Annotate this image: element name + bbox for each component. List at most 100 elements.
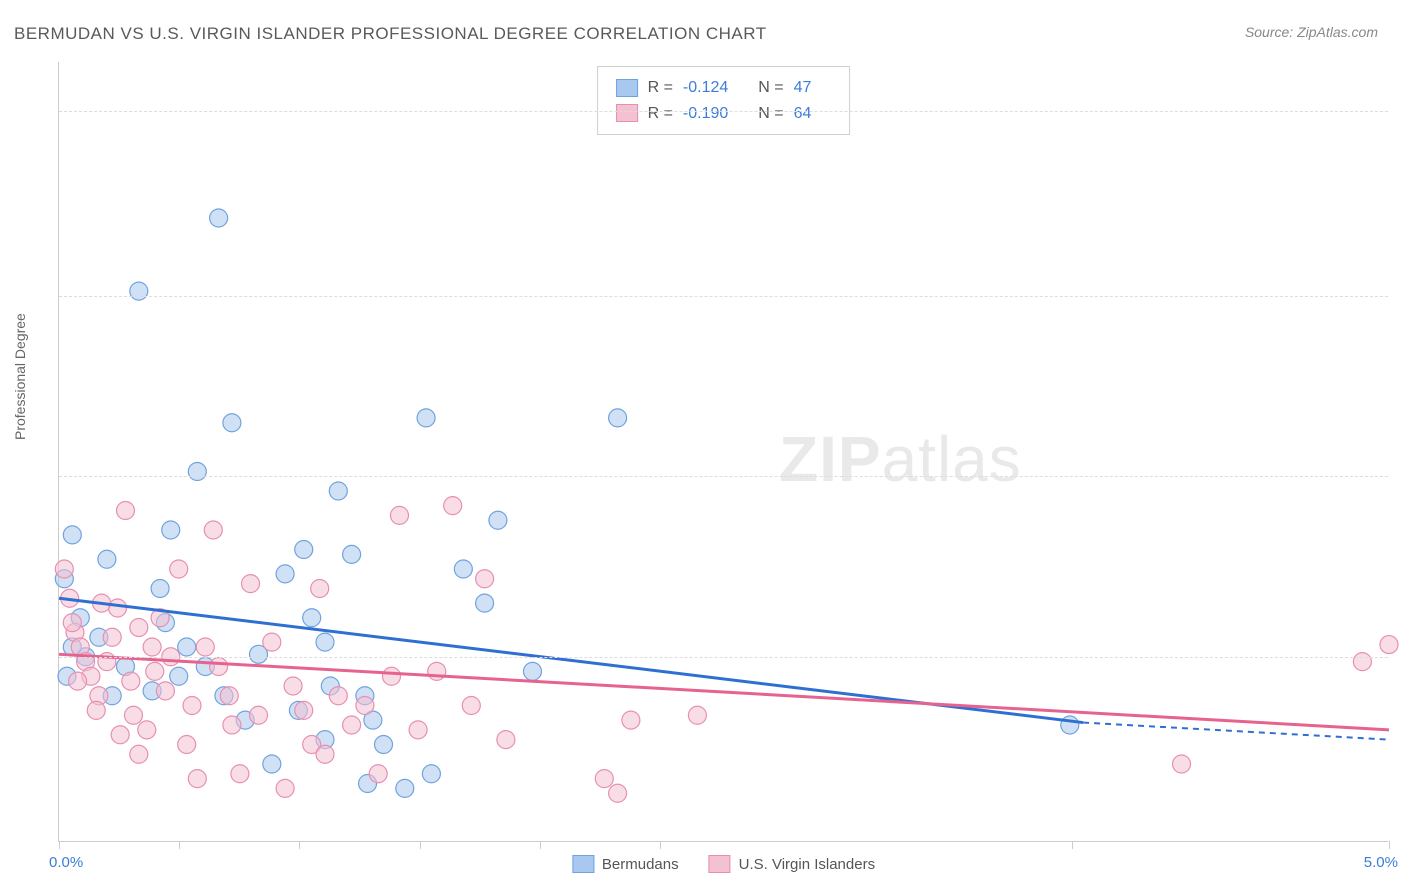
data-point [130,282,148,300]
data-point [170,560,188,578]
data-point [343,716,361,734]
data-point [124,706,142,724]
gridline [59,296,1388,297]
swatch-series-0 [616,79,638,97]
data-point [396,779,414,797]
n-value-1: 64 [794,101,812,127]
data-point [295,541,313,559]
chart-plot-area: R = -0.124 N = 47 R = -0.190 N = 64 ZIPa… [58,62,1388,842]
data-point [1173,755,1191,773]
r-value-1: -0.190 [683,101,728,127]
n-value-0: 47 [794,75,812,101]
data-point [146,662,164,680]
xtick [420,841,421,849]
data-point [417,409,435,427]
source-label: Source: ZipAtlas.com [1245,24,1378,40]
data-point [383,667,401,685]
data-point [210,209,228,227]
data-point [69,672,87,690]
data-point [688,706,706,724]
data-point [375,736,393,754]
data-point [162,521,180,539]
data-point [1380,636,1398,654]
data-point [428,662,446,680]
legend-label-0: Bermudans [602,856,679,873]
gridline [59,657,1388,658]
data-point [231,765,249,783]
data-point [204,521,222,539]
source-link[interactable]: ZipAtlas.com [1297,24,1378,40]
xtick [540,841,541,849]
gridline [59,476,1388,477]
r-value-0: -0.124 [683,75,728,101]
data-point [497,731,515,749]
data-point [284,677,302,695]
data-point [422,765,440,783]
data-point [276,779,294,797]
data-point [343,545,361,563]
xtick [179,841,180,849]
data-point [316,745,334,763]
legend-label-1: U.S. Virgin Islanders [739,856,875,873]
data-point [170,667,188,685]
data-point [178,638,196,656]
data-point [188,770,206,788]
legend-bottom: Bermudans U.S. Virgin Islanders [572,855,875,873]
data-point [369,765,387,783]
xtick [299,841,300,849]
data-point [444,497,462,515]
data-point [295,701,313,719]
data-point [210,658,228,676]
data-point [263,755,281,773]
xtick [59,841,60,849]
data-point [63,614,81,632]
gridline [59,111,1388,112]
data-point [223,716,241,734]
data-point [220,687,238,705]
data-point [130,745,148,763]
xlim-right: 5.0% [1364,854,1398,871]
scatter-svg [59,62,1388,841]
data-point [122,672,140,690]
data-point [476,594,494,612]
stats-row-1: R = -0.190 N = 64 [616,101,832,127]
data-point [87,701,105,719]
y-axis-label: Professional Degree [12,313,28,440]
data-point [390,506,408,524]
xtick [1072,841,1073,849]
stats-legend-box: R = -0.124 N = 47 R = -0.190 N = 64 [597,66,851,135]
xtick [1389,841,1390,849]
legend-swatch-1 [709,855,731,873]
data-point [63,526,81,544]
swatch-series-1 [616,104,638,122]
data-point [98,550,116,568]
data-point [329,482,347,500]
data-point [183,697,201,715]
data-point [103,628,121,646]
data-point [316,633,334,651]
data-point [111,726,129,744]
data-point [476,570,494,588]
data-point [609,784,627,802]
data-point [196,638,214,656]
data-point [242,575,260,593]
data-point [156,682,174,700]
regression-line-extrapolated [1083,723,1389,740]
data-point [263,633,281,651]
data-point [523,662,541,680]
data-point [178,736,196,754]
data-point [276,565,294,583]
data-point [489,511,507,529]
data-point [130,619,148,637]
data-point [303,609,321,627]
data-point [1353,653,1371,671]
data-point [188,463,206,481]
data-point [109,599,127,617]
data-point [311,580,329,598]
data-point [151,580,169,598]
data-point [622,711,640,729]
legend-item-1: U.S. Virgin Islanders [709,855,875,873]
xlim-left: 0.0% [49,854,83,871]
data-point [462,697,480,715]
data-point [329,687,347,705]
